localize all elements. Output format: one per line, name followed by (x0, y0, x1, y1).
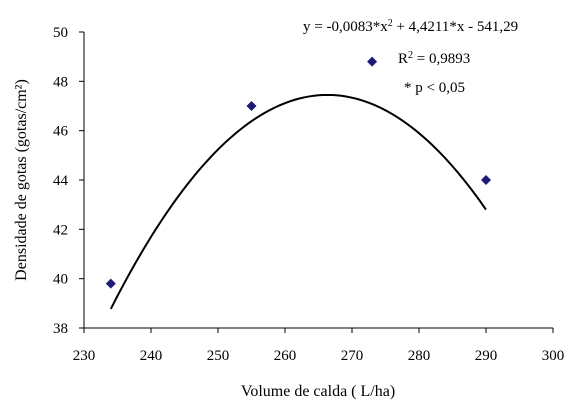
y-tick-label: 42 (53, 222, 68, 238)
x-tick-label: 260 (274, 348, 297, 364)
data-point-marker (105, 278, 116, 289)
x-tick-label: 230 (73, 348, 96, 364)
y-axis-title: Densidade de gotas (gotas/cm²) (13, 79, 30, 281)
y-ticks: 38 40 42 44 46 48 50 (53, 25, 84, 337)
x-tick-label: 300 (542, 348, 565, 364)
data-points (105, 56, 491, 289)
equation-suffix: + 4,4211*x - 541,29 (393, 19, 518, 35)
significance-label: * p < 0,05 (404, 80, 465, 96)
fit-curve (109, 93, 487, 310)
y-tick-label: 48 (53, 74, 68, 90)
y-tick-label: 38 (53, 321, 68, 337)
x-axis: 230 240 250 260 270 280 290 300 (73, 327, 565, 364)
equation-prefix: y = -0,0083*x (303, 19, 388, 35)
data-point-marker (367, 56, 378, 67)
x-tick-label: 240 (140, 348, 163, 364)
y-tick-label: 44 (53, 173, 69, 189)
y-tick-label: 46 (53, 124, 69, 140)
equation-label: y = -0,0083*x2 + 4,4211*x - 541,29 (303, 18, 518, 36)
data-point-marker (246, 101, 257, 111)
equation-exponent: 2 (388, 18, 393, 29)
r-squared-label: R2 = 0,9893 (398, 50, 470, 68)
y-tick-label: 40 (53, 272, 68, 288)
r-squared-value: = 0,9893 (413, 51, 470, 67)
r-squared-exponent: 2 (408, 50, 413, 61)
y-axis: 38 40 42 44 46 48 50 (53, 25, 85, 337)
x-ticks: 230 240 250 260 270 280 290 300 (73, 328, 565, 364)
x-tick-label: 290 (475, 348, 498, 364)
data-point-marker (481, 175, 491, 185)
x-axis-title: Volume de calda ( L/ha) (241, 383, 395, 400)
r-squared-symbol: R (398, 51, 408, 67)
x-tick-label: 250 (207, 348, 230, 364)
x-tick-label: 270 (341, 348, 364, 364)
y-tick-label: 50 (53, 25, 68, 41)
x-tick-label: 280 (408, 348, 431, 364)
